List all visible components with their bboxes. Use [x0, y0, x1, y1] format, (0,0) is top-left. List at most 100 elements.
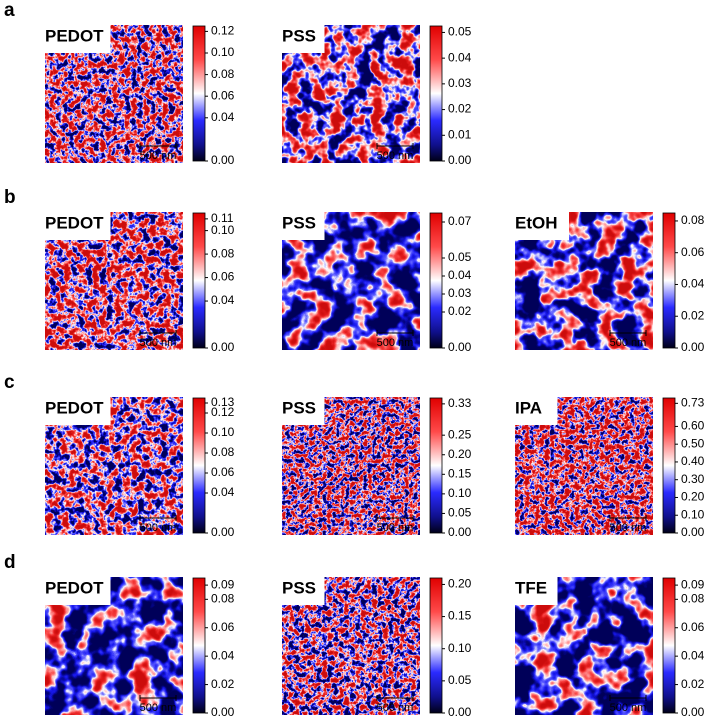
colorbar — [429, 25, 443, 162]
colorbar-tick-label: 0.04 — [211, 648, 235, 662]
colorbar-tick-label: 0.08 — [681, 213, 705, 227]
colorbar-tick-label: 0.06 — [211, 88, 235, 102]
colorbar-tick-label: 0.05 — [448, 506, 472, 520]
colorbar-tick-label: 0.40 — [681, 454, 705, 468]
colorbar — [192, 397, 206, 534]
panel-title: TFE — [515, 578, 547, 597]
scale-bar-label: 500 nm — [140, 702, 177, 714]
colorbar-tick-label: 0.00 — [211, 705, 235, 718]
label-box — [509, 573, 558, 605]
colorbar-tick-label: 0.02 — [448, 304, 472, 318]
panel-title: IPA — [515, 398, 542, 417]
label-box — [276, 21, 325, 53]
colorbar — [192, 25, 206, 162]
colorbar-tick-label: 0.00 — [211, 153, 235, 167]
colorbar-tick-label: 0.04 — [211, 110, 235, 124]
colorbar-tick-label: 0.00 — [211, 525, 235, 539]
colorbar-tick-label: 0.30 — [681, 472, 705, 486]
colorbar-tick-label: 0.10 — [211, 45, 235, 59]
colorbar-tick-label: 0.06 — [211, 270, 235, 284]
colorbar-tick-label: 0.73 — [681, 396, 705, 410]
colorbar — [429, 212, 443, 349]
label-box — [276, 573, 325, 605]
colorbar-tick-label: 0.04 — [211, 293, 235, 307]
label-box — [39, 573, 111, 605]
colorbar-tick-label: 0.04 — [448, 50, 472, 64]
colorbar-tick-label: 0.13 — [211, 395, 235, 409]
scale-bar-label: 500 nm — [140, 337, 177, 349]
colorbar-tick-label: 0.00 — [448, 153, 472, 167]
colorbar-tick-label: 0.00 — [448, 340, 472, 354]
colorbar-tick-label: 0.05 — [448, 250, 472, 264]
colorbar — [429, 397, 443, 534]
scale-bar-label: 500 nm — [610, 522, 647, 534]
colorbar-tick-label: 0.06 — [681, 620, 705, 634]
row-label: b — [4, 187, 16, 208]
panel-title: PEDOT — [45, 398, 104, 417]
colorbar-tick-label: 0.06 — [211, 465, 235, 479]
panel-title: PSS — [282, 213, 316, 232]
panel-title: EtOH — [515, 213, 558, 232]
colorbar-tick-label: 0.04 — [211, 485, 235, 499]
colorbar-tick-label: 0.09 — [681, 577, 705, 591]
scale-bar-label: 500 nm — [377, 150, 414, 162]
colorbar-tick-label: 0.50 — [681, 436, 705, 450]
colorbar-tick-label: 0.08 — [681, 591, 705, 605]
label-box — [276, 393, 325, 425]
colorbar-tick-label: 0.10 — [448, 486, 472, 500]
colorbar-tick-label: 0.08 — [211, 67, 235, 81]
label-box — [509, 393, 558, 425]
colorbar — [192, 212, 206, 349]
colorbar-tick-label: 0.02 — [211, 677, 235, 691]
scale-bar-label: 500 nm — [377, 702, 414, 714]
scale-bar-label: 500 nm — [377, 522, 414, 534]
colorbar-tick-label: 0.08 — [211, 591, 235, 605]
colorbar-tick-label: 0.12 — [211, 24, 235, 38]
scale-bar-label: 500 nm — [377, 337, 414, 349]
colorbar-tick-label: 0.15 — [448, 466, 472, 480]
colorbar-tick-label: 0.03 — [448, 76, 472, 90]
label-box — [276, 208, 325, 240]
colorbar-tick-label: 0.05 — [448, 673, 472, 687]
colorbar — [662, 577, 676, 714]
row-label: d — [4, 552, 16, 573]
label-box — [39, 21, 111, 53]
label-box — [509, 208, 569, 240]
colorbar-tick-label: 0.04 — [448, 268, 472, 282]
colorbar-tick-label: 0.11 — [211, 211, 234, 225]
colorbar-tick-label: 0.08 — [211, 246, 235, 260]
colorbar-tick-label: 0.60 — [681, 419, 705, 433]
colorbar-tick-label: 0.06 — [681, 245, 705, 259]
colorbar-tick-label: 0.00 — [681, 525, 705, 539]
panel-title: PSS — [282, 578, 316, 597]
colorbar-tick-label: 0.00 — [681, 340, 705, 354]
colorbar-tick-label: 0.00 — [211, 340, 235, 354]
scale-bar-label: 500 nm — [610, 702, 647, 714]
colorbar-tick-label: 0.08 — [211, 445, 235, 459]
colorbar-tick-label: 0.12 — [211, 405, 235, 419]
colorbar-tick-label: 0.05 — [448, 25, 472, 39]
colorbar-tick-label: 0.20 — [448, 447, 472, 461]
colorbar-tick-label: 0.04 — [681, 648, 705, 662]
colorbar-tick-label: 0.25 — [448, 427, 472, 441]
colorbar-tick-label: 0.07 — [448, 214, 472, 228]
colorbar-tick-label: 0.01 — [448, 127, 472, 141]
colorbar-tick-label: 0.00 — [448, 705, 472, 718]
panel-title: PEDOT — [45, 578, 104, 597]
colorbar-tick-label: 0.06 — [211, 620, 235, 634]
colorbar-tick-label: 0.00 — [681, 705, 705, 718]
panel-title: PSS — [282, 26, 316, 45]
colorbar-tick-label: 0.09 — [211, 577, 235, 591]
colorbar-tick-label: 0.10 — [681, 507, 705, 521]
colorbar — [662, 397, 676, 534]
scale-bar-label: 500 nm — [140, 150, 177, 162]
colorbar — [662, 212, 676, 349]
colorbar-tick-label: 0.03 — [448, 286, 472, 300]
label-box — [39, 393, 111, 425]
colorbar-tick-label: 0.00 — [448, 525, 472, 539]
colorbar — [192, 577, 206, 714]
panel-title: PEDOT — [45, 213, 104, 232]
colorbar-tick-label: 0.02 — [681, 308, 705, 322]
colorbar-tick-label: 0.10 — [211, 223, 235, 237]
